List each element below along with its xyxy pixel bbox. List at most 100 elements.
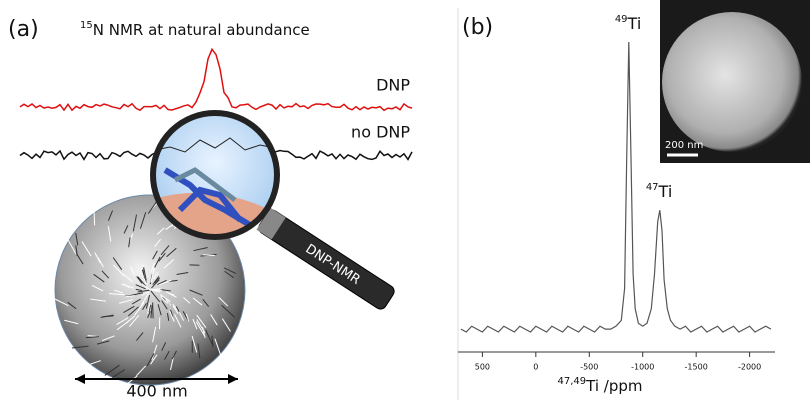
peak-annotation: 49Ti — [615, 14, 641, 33]
spike — [107, 226, 112, 242]
spike — [150, 305, 153, 319]
lens-trace — [154, 137, 276, 153]
spike — [81, 241, 92, 257]
spike — [84, 360, 102, 367]
spike — [147, 311, 151, 319]
spike — [153, 272, 159, 280]
spike — [183, 297, 191, 304]
spike — [160, 288, 171, 292]
spike — [157, 279, 167, 286]
spike — [163, 259, 175, 269]
spike — [93, 273, 105, 283]
spike — [159, 294, 171, 302]
spike — [123, 305, 135, 313]
spike — [123, 225, 129, 234]
spike — [145, 294, 151, 309]
spike — [221, 305, 236, 318]
spike — [134, 302, 145, 316]
spike — [157, 304, 162, 316]
spike — [158, 279, 172, 286]
spike — [108, 293, 125, 296]
spike — [202, 299, 210, 307]
annotation-sup: 47 — [646, 182, 659, 193]
spike — [210, 313, 218, 326]
annotation-text: Ti — [627, 14, 642, 33]
spike — [161, 342, 167, 351]
spike — [141, 269, 147, 283]
x-tick-label: -2000 — [738, 363, 761, 372]
spike — [156, 227, 165, 235]
spike — [151, 344, 158, 361]
x-tick-label: -500 — [580, 363, 598, 372]
spike — [196, 314, 207, 328]
spike — [171, 350, 177, 360]
panel-label: (b) — [462, 15, 493, 40]
dnp-trace — [19, 47, 413, 112]
spike — [137, 289, 150, 293]
spike — [211, 335, 214, 348]
spike — [135, 284, 146, 290]
molecule — [173, 167, 237, 202]
spike — [160, 296, 169, 304]
nmr-title: 15N NMR at natural abundance — [80, 20, 310, 39]
annotation-text: Ti — [658, 182, 673, 201]
spike — [168, 292, 177, 298]
spike — [150, 262, 156, 272]
x-axis-label: 47,49Ti /ppm — [558, 376, 643, 395]
spike — [136, 332, 144, 341]
spike — [178, 311, 184, 321]
spike — [64, 319, 79, 325]
spike — [143, 278, 147, 285]
spike — [161, 300, 168, 310]
spike — [141, 291, 149, 297]
spike — [152, 250, 158, 260]
spike — [152, 326, 157, 343]
spike — [193, 246, 208, 252]
spike — [131, 298, 141, 305]
spike — [137, 276, 147, 287]
spike — [142, 302, 147, 311]
spike — [107, 210, 114, 221]
spike — [111, 369, 126, 379]
spike — [125, 315, 136, 324]
handle-collar — [256, 207, 286, 240]
x-tick-label: -1000 — [631, 363, 654, 372]
panel-label: (a) — [8, 17, 39, 42]
spike — [205, 329, 214, 346]
spike — [146, 353, 155, 367]
x-tick-label: 0 — [533, 363, 538, 372]
spike — [218, 296, 229, 307]
tem-scale-label: 200 nm — [665, 140, 703, 151]
spike — [101, 335, 115, 342]
spike — [165, 299, 172, 306]
spike — [169, 310, 175, 322]
annotation-sup: 49 — [615, 14, 628, 25]
tem-inset: 200 nm — [660, 0, 810, 163]
spike — [192, 297, 203, 306]
spike — [124, 295, 136, 298]
spike — [148, 304, 152, 313]
molecule — [163, 167, 252, 228]
spike — [128, 237, 131, 248]
x-tick-label: -1500 — [685, 363, 708, 372]
spike — [191, 335, 198, 353]
spike — [164, 350, 170, 360]
spike — [158, 252, 166, 262]
spike — [151, 289, 161, 293]
spike — [136, 365, 146, 377]
spike — [128, 306, 139, 317]
spike — [75, 252, 84, 265]
spike — [150, 267, 156, 283]
spike — [129, 233, 134, 242]
spike — [150, 290, 161, 303]
spike — [160, 245, 170, 256]
spike — [93, 209, 96, 226]
peak-annotation: 47Ti — [646, 182, 672, 201]
spike — [141, 291, 150, 306]
sphere — [54, 194, 246, 386]
spike — [214, 338, 222, 355]
spike — [100, 314, 114, 318]
spike — [174, 313, 182, 328]
spike — [101, 270, 110, 279]
spike — [94, 252, 101, 264]
